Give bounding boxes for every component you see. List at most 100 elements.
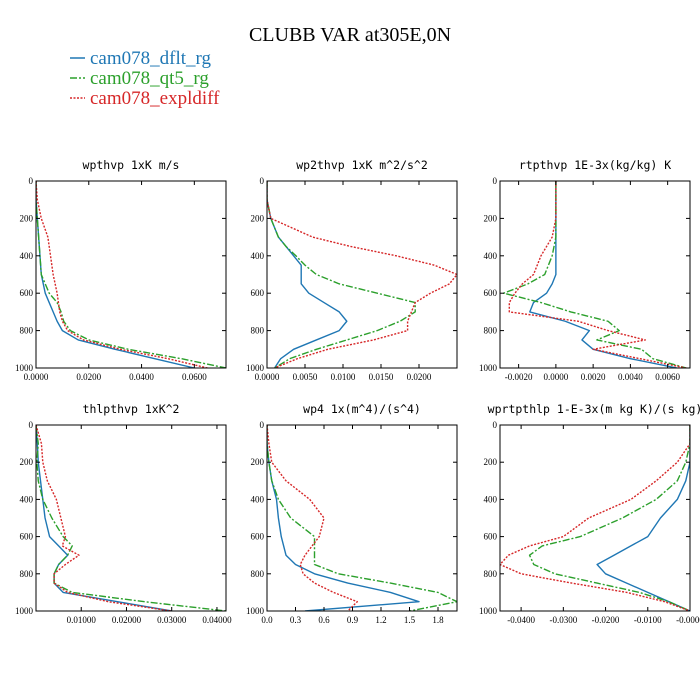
y-tick-label: 0 xyxy=(260,176,265,186)
y-tick-label: 400 xyxy=(484,251,498,261)
x-tick-label: -0.0020 xyxy=(505,372,533,382)
x-tick-label: -0.0000 xyxy=(676,615,700,625)
x-tick-label: 0.0060 xyxy=(655,372,680,382)
y-tick-label: 400 xyxy=(251,251,265,261)
y-tick-label: 400 xyxy=(251,494,265,504)
x-tick-label: 0.6 xyxy=(318,615,330,625)
plot-frame xyxy=(35,180,227,369)
x-tick-label: 0.0200 xyxy=(407,372,432,382)
x-tick-label: 1.2 xyxy=(375,615,386,625)
y-tick-label: 1000 xyxy=(479,363,498,373)
figure-title: CLUBB VAR at305E,0N xyxy=(249,24,451,46)
panel-title: wprtpthlp 1-E-3x(m kg K)/(s kg) xyxy=(488,402,700,416)
y-tick-label: 600 xyxy=(484,288,498,298)
panel-2: rtpthvp 1E-3x(kg/kg) K 0 200 400 600 800 1000-… xyxy=(479,158,691,382)
legend: cam078_dflt_rg cam078_qt5_rg cam078_expl… xyxy=(70,48,220,109)
x-tick-label: 0.0020 xyxy=(581,372,606,382)
series-line-0 xyxy=(36,181,195,368)
x-tick-label: 0.01000 xyxy=(67,615,97,625)
x-tick-label: 0.0150 xyxy=(369,372,394,382)
plot-frame xyxy=(266,424,458,612)
series-line-2 xyxy=(508,181,687,368)
y-tick-label: 600 xyxy=(20,288,34,298)
y-tick-label: 200 xyxy=(484,457,498,467)
x-tick-label: 0.0000 xyxy=(544,372,569,382)
y-tick-label: 800 xyxy=(20,326,34,336)
y-tick-label: 1000 xyxy=(15,363,34,373)
x-tick-label: 1.5 xyxy=(404,615,416,625)
series-line-2 xyxy=(500,425,690,611)
panel-3: thlpthvp 1xK^2 0 200 400 600 800 1000 0.01000 0.… xyxy=(15,402,232,625)
panel-title: wpthvp 1xK m/s xyxy=(83,158,180,172)
series-line-0 xyxy=(267,181,348,368)
x-tick-label: -0.0100 xyxy=(634,615,662,625)
x-tick-label: -0.0300 xyxy=(549,615,577,625)
x-tick-label: 0.0050 xyxy=(293,372,318,382)
y-tick-label: 600 xyxy=(251,288,265,298)
y-tick-label: 1000 xyxy=(479,606,498,616)
series-line-0 xyxy=(36,425,172,611)
x-tick-label: -0.0400 xyxy=(507,615,535,625)
x-tick-label: 0.04000 xyxy=(202,615,232,625)
panel-1: wp2thvp 1xK m^2/s^2020040060080010000.00… xyxy=(246,158,458,382)
x-tick-label: -0.0200 xyxy=(592,615,620,625)
y-tick-label: 200 xyxy=(251,457,265,467)
x-tick-label: 0.0000 xyxy=(24,372,49,382)
y-tick-label: 400 xyxy=(20,251,34,261)
y-tick-label: 800 xyxy=(20,569,34,579)
y-tick-label: 600 xyxy=(20,532,34,542)
series-line-2 xyxy=(267,181,457,368)
series-line-2 xyxy=(267,425,358,611)
plot-frame xyxy=(35,424,227,612)
series-line-2 xyxy=(36,425,172,611)
legend-label-1: cam078_qt5_rg xyxy=(90,68,209,89)
x-tick-label: 0.0400 xyxy=(129,372,154,382)
y-tick-label: 0 xyxy=(493,176,498,186)
panel-title: wp2thvp 1xK m^2/s^2 xyxy=(296,158,428,172)
y-tick-label: 0 xyxy=(493,420,498,430)
series-line-1 xyxy=(267,181,416,368)
legend-label-0: cam078_dflt_rg xyxy=(90,48,212,69)
panel-title: thlpthvp 1xK^2 xyxy=(83,402,180,416)
legend-label-2: cam078_expldiff xyxy=(90,88,220,109)
x-tick-label: 0.0 xyxy=(261,615,273,625)
x-tick-label: 0.02000 xyxy=(112,615,142,625)
y-tick-label: 1000 xyxy=(246,606,265,616)
y-tick-label: 600 xyxy=(251,532,265,542)
y-tick-label: 800 xyxy=(251,326,265,336)
plot-frame xyxy=(266,180,458,369)
y-tick-label: 800 xyxy=(251,569,265,579)
y-tick-label: 600 xyxy=(484,532,498,542)
x-tick-label: 0.0000 xyxy=(255,372,280,382)
y-tick-label: 400 xyxy=(20,494,34,504)
x-tick-label: 0.0200 xyxy=(76,372,101,382)
series-line-1 xyxy=(503,181,687,368)
x-tick-label: 0.0040 xyxy=(618,372,643,382)
y-tick-label: 0 xyxy=(260,420,265,430)
x-tick-label: 1.8 xyxy=(432,615,444,625)
panel-title: rtpthvp 1E-3x(kg/kg) K xyxy=(519,158,671,172)
series-line-1 xyxy=(267,425,457,611)
x-tick-label: 0.03000 xyxy=(157,615,187,625)
x-tick-label: 0.0600 xyxy=(182,372,207,382)
y-tick-label: 200 xyxy=(20,457,34,467)
series-line-0 xyxy=(267,425,420,611)
series-line-2 xyxy=(36,181,208,368)
y-tick-label: 200 xyxy=(251,213,265,223)
plot-frame xyxy=(499,180,691,369)
panel-title: wp4 1x(m^4)/(s^4) xyxy=(303,402,421,416)
y-tick-label: 0 xyxy=(29,176,34,186)
series-line-1 xyxy=(36,425,226,611)
y-tick-label: 200 xyxy=(20,213,34,223)
plot-frame xyxy=(499,424,691,612)
series-line-0 xyxy=(529,181,678,368)
y-tick-label: 1000 xyxy=(15,606,34,616)
x-tick-label: 0.9 xyxy=(347,615,359,625)
x-tick-label: 0.0100 xyxy=(331,372,356,382)
series-line-0 xyxy=(596,425,690,611)
series-line-1 xyxy=(36,181,226,368)
